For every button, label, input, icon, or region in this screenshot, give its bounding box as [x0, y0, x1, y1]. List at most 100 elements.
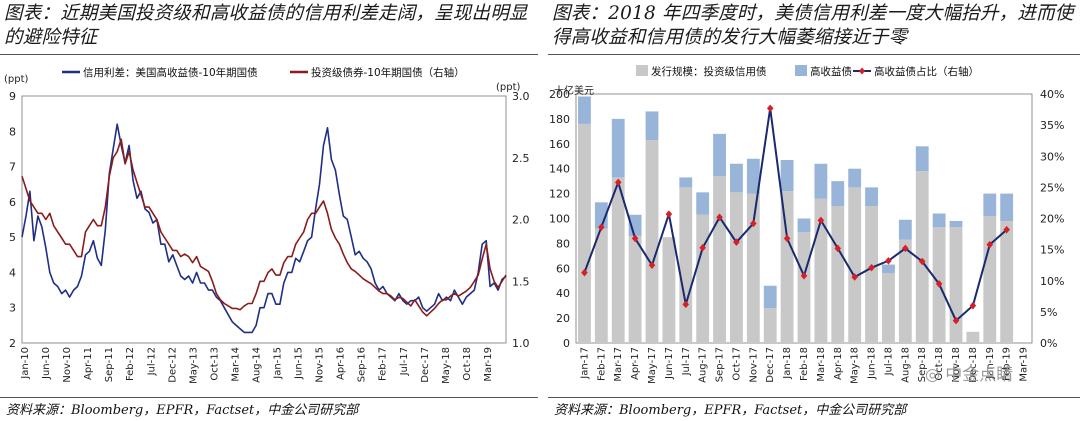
y-tick-label-right: 40%	[1040, 88, 1064, 101]
bar-ig-issuance	[898, 239, 912, 343]
share-point-marker	[800, 271, 808, 280]
share-point-marker	[581, 268, 588, 277]
y-tick-label-left: 7	[9, 161, 16, 174]
bar-hy-issuance	[578, 96, 591, 124]
share-point-marker	[783, 234, 791, 243]
y-tick-label-right: 30%	[1040, 150, 1064, 163]
x-tick-label: Jan-15	[273, 347, 284, 380]
share-point-marker	[750, 219, 757, 228]
y-tick-label-left: 180	[549, 113, 570, 126]
x-tick-label: Jul-17	[681, 347, 692, 376]
left-source-note: 资料来源：Bloomberg，EPFR，Factset，中金公司研究部	[6, 403, 359, 418]
right-issuance-chart: 十亿美元 0 20 40 60 80 100 120 140 160 180 200 0% 5% 10% 15…	[549, 65, 1064, 384]
x-tick-label: Dec-17	[420, 347, 431, 383]
y-tick-label-left: 5	[9, 231, 16, 244]
bar-ig-issuance	[882, 273, 895, 343]
share-point-marker	[986, 240, 994, 249]
x-tick-label: Apr-17	[630, 347, 641, 380]
share-point-marker	[699, 243, 706, 252]
x-tick-label: Sep-17	[715, 347, 726, 382]
share-point-marker	[834, 244, 842, 253]
y-tick-label-right: 15%	[1040, 244, 1064, 257]
y-tick-label-left: 200	[549, 88, 570, 101]
share-point-marker	[851, 273, 858, 281]
bar-hy-issuance	[780, 159, 794, 192]
x-tick-label: Aug-18	[900, 347, 911, 383]
y-tick-label-left: 6	[9, 196, 16, 209]
x-tick-label: Aug-17	[698, 347, 709, 383]
y-tick-label-left: 2	[9, 337, 16, 350]
y-tick-label-right: 25%	[1040, 181, 1064, 194]
bar-ig-issuance	[679, 187, 693, 343]
y-tick-label-right: 35%	[1040, 119, 1064, 132]
y-tick-label-right: 1.5	[512, 275, 530, 288]
x-tick-label: Dec-17	[765, 347, 776, 383]
y-tick-label-left: 3	[9, 302, 16, 315]
wechat-icon: ◎	[925, 365, 940, 385]
legend-swatch-ig	[636, 65, 648, 76]
bar-ig-issuance	[831, 206, 845, 343]
x-tick-label: Jan-18	[782, 347, 793, 380]
bar-hy-issuance	[865, 187, 878, 207]
y-tick-label-right: 2.5	[512, 152, 530, 165]
bar-ig-issuance	[696, 214, 710, 343]
x-tick-label: Nov-17	[748, 347, 759, 383]
y-tick-label-left: 8	[9, 125, 16, 138]
share-point-marker	[648, 261, 656, 270]
legend-label-share: 高收益债占比（右轴）	[874, 65, 979, 78]
bar-ig-issuance	[611, 177, 625, 343]
bar-ig-issuance	[949, 227, 963, 343]
share-point-marker	[902, 244, 909, 253]
x-tick-label: Oct-17	[731, 347, 742, 381]
y-tick-label-left: 140	[549, 163, 570, 176]
bar-hy-issuance	[679, 177, 693, 188]
y-tick-label-right: 5%	[1040, 306, 1057, 319]
x-tick-label: Nov-18	[951, 347, 962, 383]
bar-ig-issuance	[848, 187, 862, 343]
y-tick-label-left: 4	[9, 266, 16, 279]
y-tick-label-right: 20%	[1040, 213, 1064, 226]
bar-hy-issuance	[746, 158, 760, 194]
y-tick-label-left: 9	[9, 90, 16, 103]
x-tick-label: Jan-19	[985, 347, 996, 380]
series-line-hy-spread	[21, 123, 507, 334]
y-tick-label-right: 1.0	[512, 337, 530, 350]
bar-ig-issuance	[797, 232, 811, 343]
y-tick-label-right: 3.0	[512, 90, 530, 103]
share-point-marker	[1003, 225, 1010, 234]
bar-ig-issuance	[730, 192, 743, 343]
share-point-marker	[817, 216, 825, 225]
y-tick-label-left: 160	[549, 138, 570, 151]
bar-ig-issuance	[746, 193, 760, 343]
bar-hy-issuance	[696, 192, 710, 215]
series-line-ig-spread	[21, 138, 507, 317]
x-tick-label: Feb-18	[799, 347, 810, 381]
x-tick-label: Dec-18	[968, 347, 979, 383]
x-tick-label: Jan-17	[579, 347, 590, 380]
y-tick-label-left: 40	[556, 287, 570, 300]
right-chart-title: 图表：2018 年四季度时，美债信用利差一度大幅抬升，进而使得高收益和信用债的发…	[552, 3, 1074, 48]
x-tick-label: May-18	[441, 347, 452, 384]
bar-hy-issuance	[882, 264, 895, 274]
legend-marker-share	[859, 67, 865, 75]
bar-ig-issuance	[915, 171, 929, 343]
y-tick-label-left: 100	[549, 213, 570, 226]
x-tick-label: Jul-17	[399, 347, 410, 376]
y-tick-label-left: 20	[556, 312, 570, 325]
bar-ig-issuance	[662, 237, 676, 343]
share-point-marker	[733, 238, 740, 247]
x-tick-label: Sep-11	[104, 347, 115, 382]
bar-hy-issuance	[713, 133, 726, 177]
x-tick-label: Oct-13	[209, 347, 220, 381]
right-panel: 图表：2018 年四季度时，美债信用利差一度大幅抬升，进而使得高收益和信用债的发…	[548, 0, 1080, 421]
bar-hy-issuance	[814, 163, 828, 199]
bar-hy-issuance	[1000, 193, 1014, 221]
x-tick-label: Sep-16	[357, 347, 368, 382]
x-tick-label: Sep-18	[917, 347, 928, 382]
left-title-rule	[0, 54, 538, 55]
x-tick-label: Jun-18	[867, 347, 878, 380]
bar-hy-issuance	[915, 146, 929, 172]
right-title-rule	[548, 54, 1080, 55]
bar-ig-issuance	[713, 176, 726, 343]
left-chart-title: 图表：近期美国投资级和高收益债的信用利差走阔，呈现出明显的避险特征	[4, 3, 528, 48]
